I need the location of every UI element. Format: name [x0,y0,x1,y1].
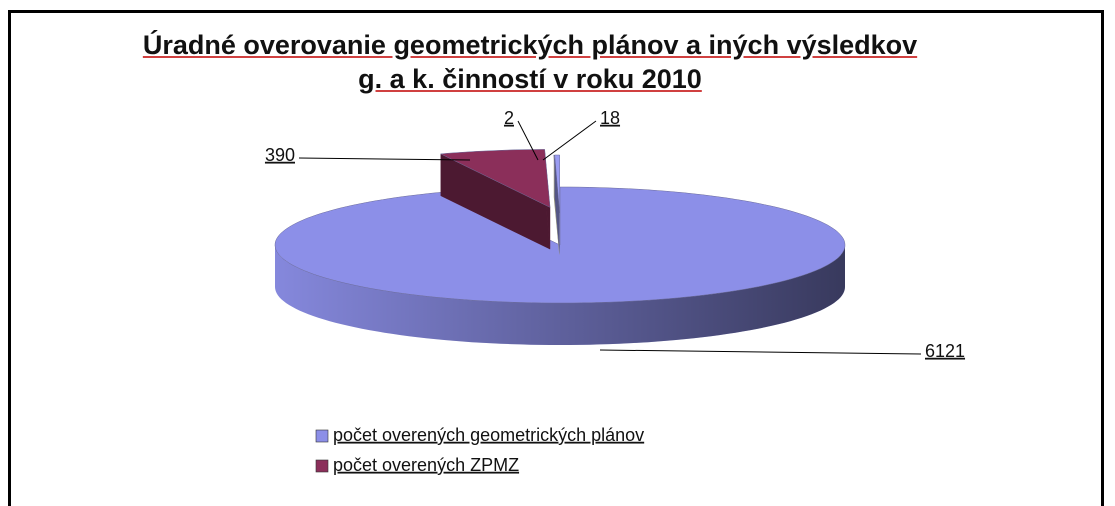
slice-top [274,186,846,304]
data-label: 18 [600,108,620,128]
leader-line [599,349,922,355]
legend-swatch [315,429,329,443]
legend-label: počet overených geometrických plánov [333,425,644,445]
slice-cut-shade [554,155,560,255]
leader-line [298,157,471,161]
slice-side-shade [275,245,845,345]
legend-swatch [315,459,329,473]
leader-line [517,120,539,161]
legend-label: počet overených ZPMZ [333,455,519,475]
chart-frame [8,10,1104,506]
slice-cut-face [554,155,560,255]
data-label: 6121 [925,341,965,361]
slice-cut-face [440,153,551,250]
pie-slice [554,154,560,255]
pie-slice [274,186,846,345]
data-label: 390 [265,145,295,165]
chart-title: Úradné overovanie geometrických plánov a… [142,30,918,94]
data-label: 2 [504,108,514,128]
slice-cut-shade [440,153,551,250]
slice-top [554,154,560,214]
slice-top [439,149,551,208]
pie-slice [439,149,551,250]
leader-line [542,120,597,161]
